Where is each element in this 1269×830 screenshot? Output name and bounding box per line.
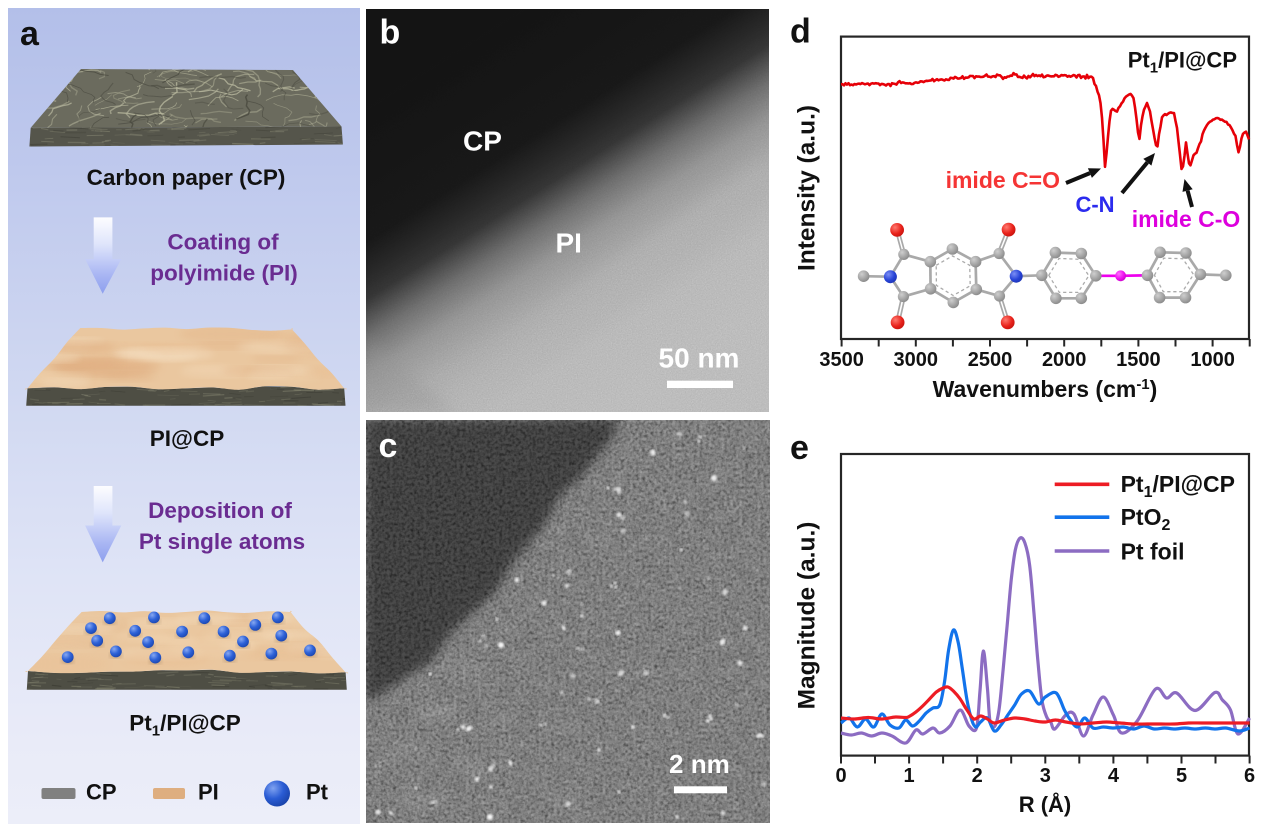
svg-text:Coating of: Coating of <box>167 230 279 255</box>
svg-text:CP: CP <box>463 126 502 157</box>
svg-text:PI: PI <box>198 780 219 805</box>
svg-text:Pt1/PI@CP: Pt1/PI@CP <box>1128 48 1237 77</box>
svg-text:3: 3 <box>1040 765 1051 787</box>
svg-text:2500: 2500 <box>968 349 1013 371</box>
svg-text:Deposition of: Deposition of <box>148 498 292 523</box>
svg-text:a: a <box>20 15 40 53</box>
svg-text:1000: 1000 <box>1190 349 1235 371</box>
svg-text:e: e <box>790 429 809 467</box>
svg-text:PI: PI <box>556 228 582 259</box>
svg-text:Pt single atoms: Pt single atoms <box>139 529 305 554</box>
svg-text:5: 5 <box>1176 765 1187 787</box>
svg-text:Wavenumbers (cm-1): Wavenumbers (cm-1) <box>933 376 1158 402</box>
svg-text:PI@CP: PI@CP <box>150 426 224 451</box>
svg-text:Pt foil: Pt foil <box>1121 539 1185 565</box>
svg-text:imide C=O: imide C=O <box>946 167 1060 193</box>
svg-text:PtO2: PtO2 <box>1121 504 1171 534</box>
svg-text:3500: 3500 <box>819 349 864 371</box>
svg-text:6: 6 <box>1244 765 1255 787</box>
svg-text:CP: CP <box>86 780 117 805</box>
svg-text:3000: 3000 <box>894 349 939 371</box>
svg-text:C-N: C-N <box>1075 192 1114 217</box>
svg-text:1500: 1500 <box>1116 349 1161 371</box>
svg-text:Magnitude (a.u.): Magnitude (a.u.) <box>794 522 821 710</box>
svg-text:imide C-O: imide C-O <box>1132 206 1241 232</box>
svg-text:Pt1/PI@CP: Pt1/PI@CP <box>129 711 241 740</box>
svg-text:4: 4 <box>1108 765 1120 787</box>
svg-text:Carbon paper (CP): Carbon paper (CP) <box>87 165 286 190</box>
svg-text:b: b <box>380 14 401 52</box>
svg-text:1: 1 <box>904 765 915 787</box>
svg-text:50 nm: 50 nm <box>659 342 740 373</box>
svg-text:Pt1/PI@CP: Pt1/PI@CP <box>1121 471 1235 501</box>
svg-text:c: c <box>379 427 398 465</box>
svg-text:Pt: Pt <box>306 780 329 805</box>
svg-text:2: 2 <box>972 765 983 787</box>
svg-text:2000: 2000 <box>1042 349 1087 371</box>
svg-text:2 nm: 2 nm <box>669 749 730 779</box>
svg-text:polyimide (PI): polyimide (PI) <box>150 260 298 285</box>
svg-text:d: d <box>790 13 811 51</box>
svg-text:R (Å): R (Å) <box>1019 791 1072 817</box>
svg-text:Intensity (a.u.): Intensity (a.u.) <box>794 105 821 271</box>
svg-text:0: 0 <box>835 765 846 787</box>
